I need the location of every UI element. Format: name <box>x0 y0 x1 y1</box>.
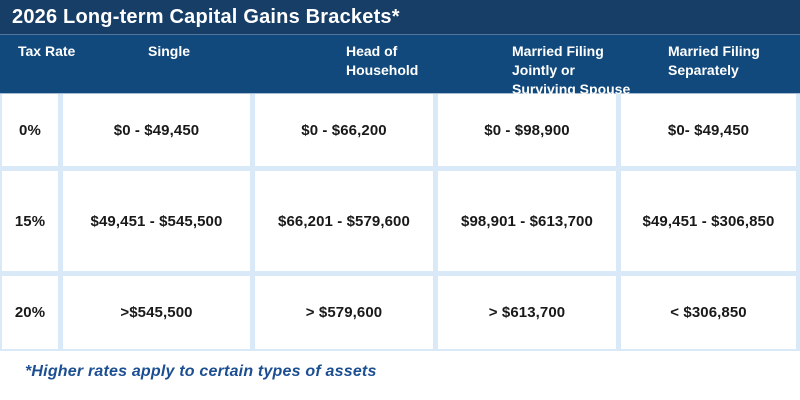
header-label: Married Filing <box>668 43 760 59</box>
header-cell-single: Single <box>63 42 255 99</box>
bracket-cell-mfs-0: $0- $49,450 <box>621 94 796 166</box>
header-label: Tax Rate <box>18 43 76 59</box>
header-label: Household <box>346 62 419 78</box>
bracket-cell-single-0: $0 - $49,450 <box>63 94 250 166</box>
tax-rate-cell: 0% <box>2 94 58 166</box>
bracket-cell-single-15: $49,451 - $545,500 <box>63 171 250 271</box>
bracket-cell-mfs-20: < $306,850 <box>621 276 796 349</box>
header-cell-married-filing-jointly: Married Filing Jointly or Surviving Spou… <box>438 42 631 99</box>
title-bar: 2026 Long-term Capital Gains Brackets* <box>0 0 800 35</box>
header-label: Married Filing <box>512 43 604 59</box>
tax-rate-cell: 20% <box>2 276 58 349</box>
bracket-cell-single-20: >$545,500 <box>63 276 250 349</box>
bracket-cell-mfj-0: $0 - $98,900 <box>438 94 616 166</box>
bracket-cell-hoh-20: > $579,600 <box>255 276 433 349</box>
header-label: Separately <box>668 62 739 78</box>
page-title: 2026 Long-term Capital Gains Brackets* <box>12 5 400 28</box>
header-label: Head of <box>346 43 398 59</box>
tax-rate-cell: 15% <box>2 171 58 271</box>
bracket-cell-mfj-15: $98,901 - $613,700 <box>438 171 616 271</box>
bracket-cell-hoh-0: $0 - $66,200 <box>255 94 433 166</box>
header-cell-tax-rate: Tax Rate <box>0 42 76 99</box>
footnote: *Higher rates apply to certain types of … <box>25 363 377 380</box>
footnote-area: *Higher rates apply to certain types of … <box>0 351 800 400</box>
table-header-row: Tax Rate Single Head of Household Marrie… <box>0 35 800 97</box>
header-label: Jointly or <box>512 62 576 78</box>
header-cell-head-of-household: Head of Household <box>255 42 438 99</box>
bracket-cell-mfj-20: > $613,700 <box>438 276 616 349</box>
bracket-cell-hoh-15: $66,201 - $579,600 <box>255 171 433 271</box>
header-label: Single <box>148 43 191 59</box>
brackets-table: 0% $0 - $49,450 $0 - $66,200 $0 - $98,90… <box>0 94 800 351</box>
header-cell-married-filing-separately: Married Filing Separately <box>621 42 800 99</box>
bracket-cell-mfs-15: $49,451 - $306,850 <box>621 171 796 271</box>
header-label: Surviving Spouse <box>512 81 631 97</box>
